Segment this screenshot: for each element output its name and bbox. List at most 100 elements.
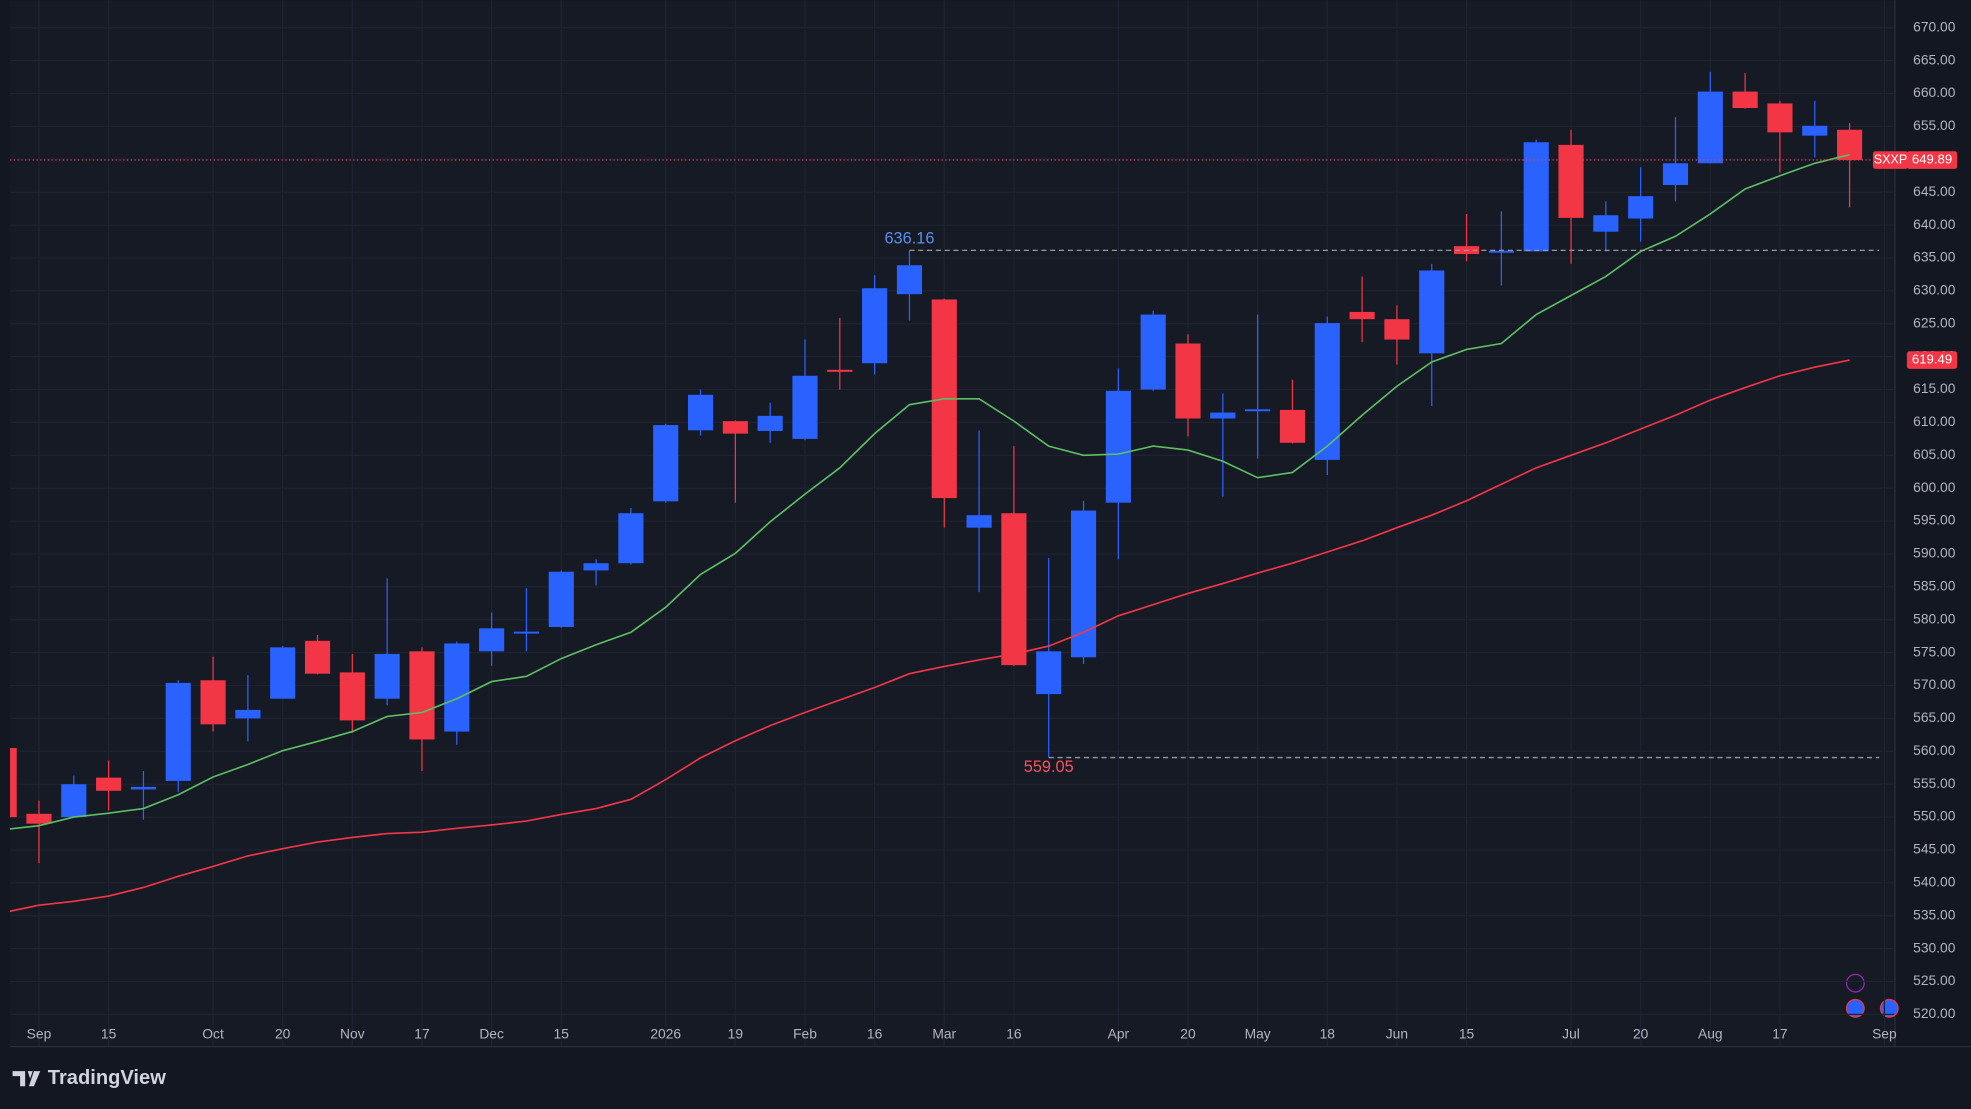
ma-tag: 619.49	[1912, 352, 1952, 367]
candle-body	[165, 682, 191, 781]
axes: 520.00 525.00 530.00 535.00 540.00 545.00 550.…	[27, 18, 1958, 1041]
footer	[0, 1051, 1971, 1109]
candle-body	[1558, 144, 1584, 218]
candle-body	[1523, 142, 1549, 252]
y-tick-label: 670.00	[1913, 18, 1956, 34]
x-tick-label: 20	[1180, 1025, 1196, 1041]
candle-body	[1767, 103, 1793, 133]
x-tick-label: Dec	[479, 1025, 504, 1041]
x-tick-label: 15	[1459, 1025, 1475, 1041]
y-tick-label: 530.00	[1913, 939, 1956, 955]
y-tick-label: 520.00	[1913, 1005, 1956, 1021]
candle-body	[1488, 250, 1514, 253]
x-tick-label: 19	[728, 1025, 744, 1041]
y-tick-label: 640.00	[1913, 216, 1956, 232]
x-tick-label: 16	[1006, 1025, 1022, 1041]
moving-average-line	[10, 153, 1850, 830]
candle-body	[1593, 215, 1619, 232]
annotation-label: 559.05	[1024, 758, 1074, 776]
candle-body	[1036, 651, 1062, 695]
x-tick-label: Nov	[340, 1025, 365, 1041]
candle-body	[1662, 163, 1689, 185]
price-tag: 649.89	[1912, 152, 1952, 167]
x-tick-label: Jul	[1562, 1025, 1580, 1041]
candle-body	[1349, 311, 1375, 320]
ma-tag-bg	[1906, 351, 1958, 369]
candle-body	[1314, 323, 1340, 460]
y-tick-label: 580.00	[1913, 610, 1956, 626]
candle-body	[1384, 319, 1410, 340]
y-tick-label: 560.00	[1913, 742, 1956, 758]
y-tick-label: 605.00	[1913, 446, 1956, 462]
candle-body	[1697, 91, 1723, 164]
candle-body	[130, 786, 156, 790]
x-tick-label: Aug	[1698, 1025, 1723, 1041]
x-tick-label: Feb	[793, 1025, 817, 1041]
y-tick-label: 585.00	[1913, 578, 1956, 594]
candle-body	[618, 513, 644, 564]
candle-body	[1245, 409, 1271, 412]
price-tag-bg	[1906, 151, 1958, 169]
x-tick-label: 18	[1320, 1025, 1336, 1041]
y-tick-label: 625.00	[1913, 314, 1956, 330]
candle-body	[1419, 270, 1445, 354]
x-tick-label: 17	[1772, 1025, 1787, 1041]
x-tick-label: Sep	[27, 1025, 52, 1041]
y-tick-label: 590.00	[1913, 545, 1956, 561]
y-tick-label: 545.00	[1913, 841, 1956, 857]
icon	[1845, 998, 1865, 1018]
x-tick-label: 15	[101, 1025, 117, 1041]
symbol-tag: SXXP	[1874, 152, 1908, 166]
x-tick-label: Sep	[1872, 1025, 1897, 1041]
candle-body	[96, 777, 122, 791]
y-tick-label: 615.00	[1913, 380, 1956, 396]
candle-body	[1105, 390, 1131, 503]
y-tick-label: 665.00	[1913, 51, 1956, 67]
icon	[1845, 973, 1865, 993]
candle-body	[1279, 409, 1306, 443]
candle-body	[339, 672, 365, 721]
x-tick-label: 20	[275, 1025, 291, 1041]
y-tick-label: 525.00	[1913, 972, 1956, 988]
candle-body	[26, 813, 52, 824]
candle-body	[583, 563, 609, 571]
x-tick-label: 15	[554, 1025, 570, 1041]
candle-body	[862, 288, 888, 364]
candle-body	[1802, 125, 1828, 136]
candle-body	[1140, 314, 1166, 390]
moving-average-line	[10, 359, 1850, 913]
y-tick-label: 535.00	[1913, 906, 1956, 922]
x-tick-label: Apr	[1108, 1025, 1130, 1041]
candle-body	[966, 515, 992, 528]
candle-body	[1001, 513, 1027, 666]
candle-body	[270, 647, 296, 699]
plot	[10, 71, 1895, 913]
candle-body	[479, 628, 505, 652]
symbol-tag-bg	[1872, 151, 1909, 169]
brand-icon	[12, 1071, 41, 1087]
x-tick-label: 16	[867, 1025, 883, 1041]
x-tick-label: 2026	[650, 1025, 681, 1041]
x-tick-label: 17	[414, 1025, 429, 1041]
candle-body	[653, 425, 679, 502]
candle-body	[827, 369, 853, 372]
y-tick-label: 565.00	[1913, 709, 1956, 725]
candle-body	[61, 784, 87, 818]
candle-body	[1732, 91, 1758, 109]
y-tick-label: 555.00	[1913, 775, 1956, 791]
y-tick-label: 595.00	[1913, 512, 1956, 528]
y-tick-label: 540.00	[1913, 874, 1956, 890]
y-tick-label: 655.00	[1913, 117, 1956, 133]
y-tick-label: 550.00	[1913, 808, 1956, 824]
annotation-label: 636.16	[884, 229, 934, 247]
plot-area	[10, 0, 1895, 1046]
y-tick-label: 630.00	[1913, 282, 1956, 298]
y-tick-label: 635.00	[1913, 249, 1956, 265]
candle-body	[304, 640, 331, 674]
brand-logo: TradingView	[12, 1067, 166, 1089]
x-tick-label: 20	[1633, 1025, 1649, 1041]
x-tick-label: May	[1245, 1025, 1271, 1041]
y-tick-label: 570.00	[1913, 676, 1956, 692]
